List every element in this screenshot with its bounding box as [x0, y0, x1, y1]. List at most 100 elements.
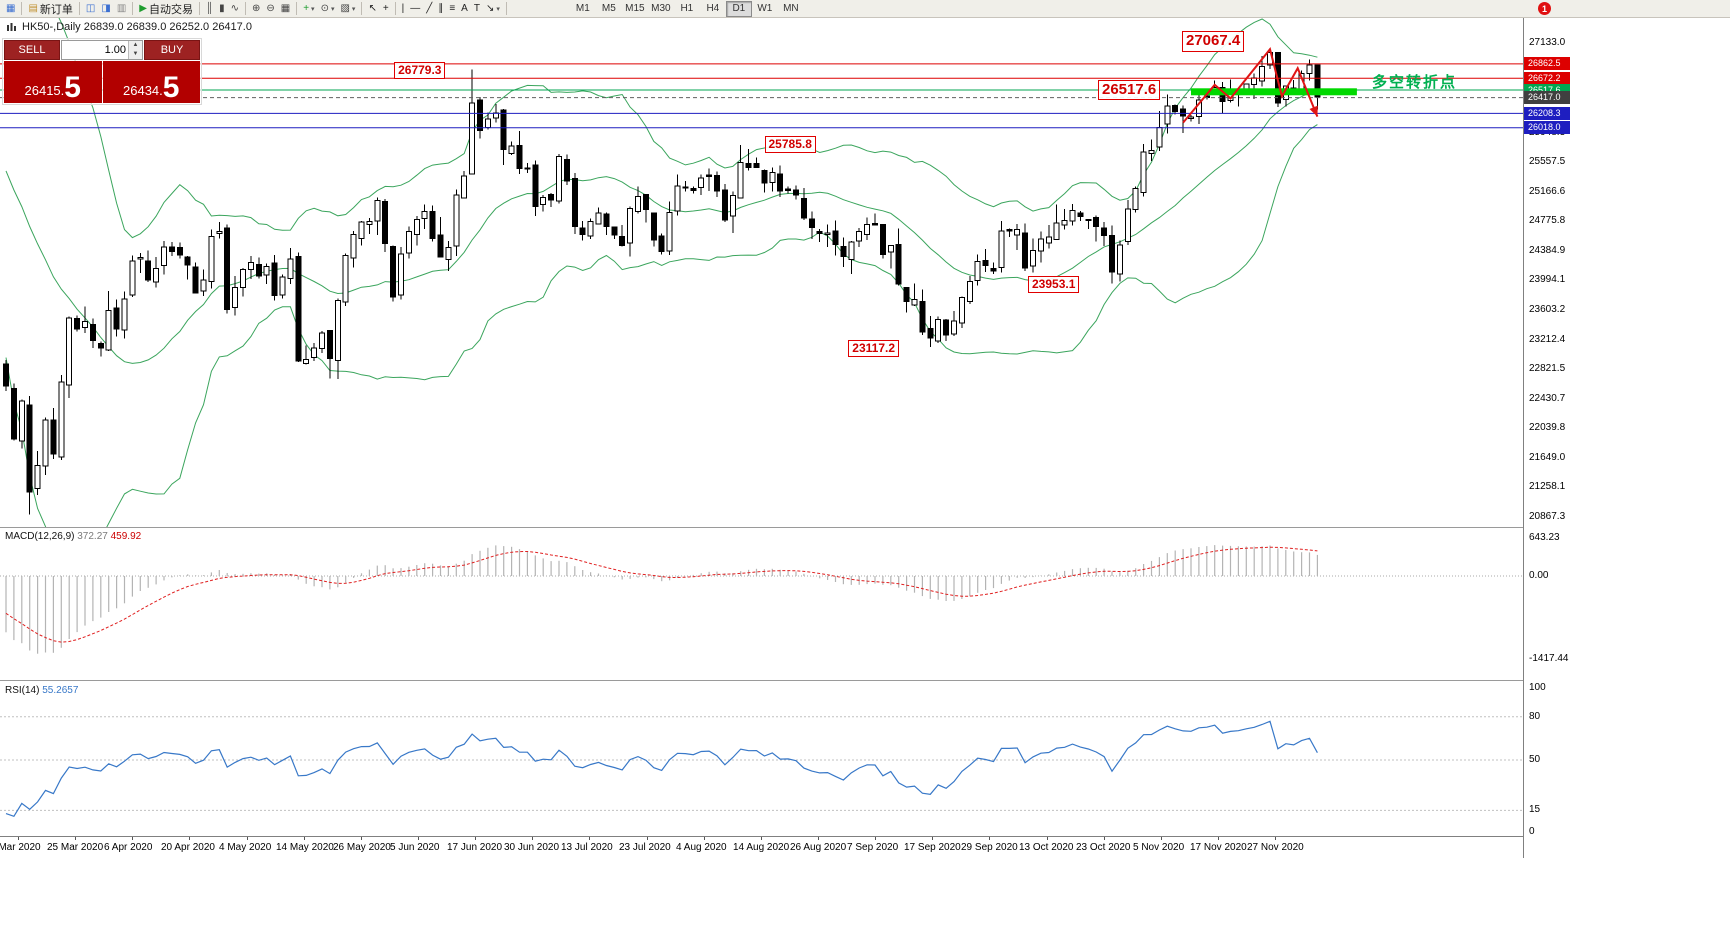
macd-panel[interactable]	[0, 529, 1523, 679]
rsi-panel[interactable]	[0, 682, 1523, 836]
price-tick: 22039.8	[1529, 422, 1566, 434]
toolbar-separator	[21, 2, 23, 15]
volume-up-button[interactable]: ▲	[129, 41, 142, 50]
auto-trading-button[interactable]: ▶ 自动交易	[136, 1, 196, 16]
periods-button[interactable]: ⊙ ▾	[318, 1, 338, 16]
new-order-button[interactable]: ▤ 新订单	[25, 1, 75, 16]
rsi-tick: 0	[1529, 826, 1535, 837]
trend-arrow-head	[1309, 105, 1318, 117]
ask-price[interactable]: 26434. 5	[102, 61, 200, 103]
tf-d1-button[interactable]: D1	[725, 0, 752, 17]
volume-down-button[interactable]: ▼	[129, 50, 142, 59]
tf-m5-button[interactable]: M5	[596, 1, 622, 17]
crosshair-icon: +	[382, 3, 389, 14]
zoom-in-button[interactable]: ⊕	[249, 1, 263, 16]
bars-chart-button[interactable]: ║	[203, 1, 216, 16]
price-annotation[interactable]: 23117.2	[848, 339, 900, 357]
date-label: 17 Jun 2020	[447, 842, 503, 853]
trendline-button[interactable]: ╱	[423, 1, 435, 16]
time-tick	[1047, 837, 1048, 840]
arrows-button[interactable]: ↘ ▾	[483, 1, 503, 16]
bars-chart-icon: ║	[205, 3, 214, 14]
toolbar-separator	[198, 2, 200, 15]
text-button[interactable]: A	[458, 1, 471, 16]
price-annotation[interactable]: 26779.3	[394, 61, 446, 79]
tf-h4-button[interactable]: H4	[700, 1, 726, 17]
line-chart-button[interactable]: ∿	[228, 1, 242, 16]
time-tick	[75, 837, 76, 840]
horizontal-line-button[interactable]: —	[407, 1, 423, 16]
main-price-chart[interactable]	[0, 18, 1568, 527]
date-label: 13 Oct 2020	[1019, 842, 1074, 853]
tf-h4-label: H4	[706, 3, 720, 14]
tf-m1-button[interactable]: M1	[570, 1, 596, 17]
date-label: 25 Mar 2020	[47, 842, 104, 853]
sell-button[interactable]: SELL	[4, 40, 60, 60]
chart-icon	[7, 22, 16, 31]
volume-input[interactable]	[62, 41, 128, 59]
tf-mn-button[interactable]: MN	[778, 1, 804, 17]
time-tick	[1275, 837, 1276, 840]
panel-separator[interactable]	[0, 527, 1568, 528]
price-annotation[interactable]: 23953.1	[1028, 275, 1080, 293]
toolbar-group: ▤ 新订单	[25, 1, 75, 16]
time-tick	[361, 837, 362, 840]
toolbar-group: ▶ 自动交易	[136, 1, 196, 16]
data-window-button[interactable]: ◨	[98, 1, 113, 16]
new-order-label: 新订单	[39, 3, 73, 16]
tf-w1-button[interactable]: W1	[752, 1, 778, 17]
tf-m30-label: M30	[651, 3, 671, 14]
crosshair-button[interactable]: +	[380, 1, 392, 16]
panel-separator[interactable]	[0, 680, 1568, 681]
tf-m15-label: M15	[625, 3, 645, 14]
date-label: 23 Jul 2020	[619, 842, 671, 853]
time-tick	[132, 837, 133, 840]
toolbar-group: | — ╱ ∥ ≡ A T ↘ ▾	[399, 1, 503, 16]
bid-price[interactable]: 26415. 5	[4, 61, 102, 103]
notification-badge[interactable]: 1	[1538, 2, 1551, 15]
indicators-button[interactable]: + ▾	[300, 1, 317, 16]
candles-chart-button[interactable]: ▮	[216, 1, 228, 16]
tf-m30-button[interactable]: M30	[648, 1, 674, 17]
data-window-icon: ◨	[101, 3, 111, 14]
toolbar-group: ▦	[3, 1, 18, 16]
templates-button[interactable]: ▧ ▾	[337, 1, 358, 16]
trendline-icon: ╱	[426, 3, 433, 14]
channel-icon: ∥	[438, 3, 444, 14]
tf-h1-label: H1	[680, 3, 694, 14]
tf-m15-button[interactable]: M15	[622, 1, 648, 17]
tf-mn-label: MN	[783, 3, 799, 14]
time-tick	[989, 837, 990, 840]
fibonacci-button[interactable]: ≡	[446, 1, 458, 16]
bid-price-big: 5	[64, 71, 81, 104]
new-chart-button[interactable]: ▦	[3, 1, 18, 16]
text-label-button[interactable]: T	[471, 1, 483, 16]
rsi-tick: 80	[1529, 710, 1541, 722]
cursor-button[interactable]: ↖	[365, 1, 379, 16]
price-annotation[interactable]: 25785.8	[764, 135, 816, 153]
time-tick	[304, 837, 305, 840]
price-annotation[interactable]: 26517.6	[1098, 79, 1161, 101]
vertical-line-button[interactable]: |	[399, 1, 408, 16]
time-tick	[1104, 837, 1105, 840]
navigator-button[interactable]: ▥	[114, 1, 129, 16]
price-annotation[interactable]: 27067.4	[1182, 30, 1245, 52]
toolbar-group: ↖ +	[365, 1, 391, 16]
macd-main-value: 372.27	[77, 531, 108, 542]
channel-button[interactable]: ∥	[435, 1, 446, 16]
price-tick: 24384.9	[1529, 244, 1566, 256]
toolbar-group: + ▾ ⊙ ▾ ▧ ▾	[300, 1, 358, 16]
bollinger-lower	[5, 124, 1318, 527]
tf-m1-label: M1	[575, 3, 590, 14]
price-axis[interactable]: 27133.025948.325557.525166.624775.824384…	[1523, 18, 1570, 858]
date-label: 30 Jun 2020	[504, 842, 560, 853]
buy-button[interactable]: BUY	[144, 40, 200, 60]
tile-windows-button[interactable]: ▦	[278, 1, 293, 16]
toolbar-separator	[78, 2, 80, 15]
market-watch-button[interactable]: ◫	[83, 1, 98, 16]
macd-signal-line	[5, 546, 1318, 643]
tf-h1-button[interactable]: H1	[674, 1, 700, 17]
zoom-out-button[interactable]: ⊖	[263, 1, 277, 16]
vertical-line-icon: |	[401, 3, 405, 14]
